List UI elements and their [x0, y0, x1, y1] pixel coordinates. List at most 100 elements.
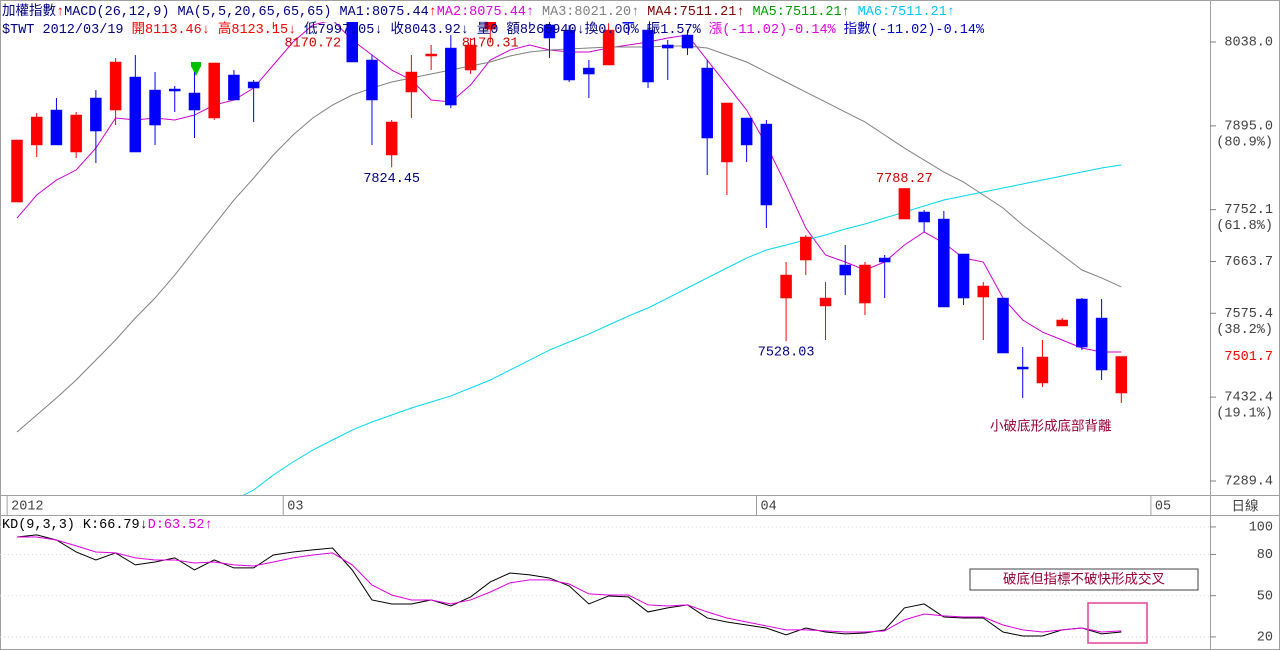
x-tick-label: 03 [287, 500, 303, 515]
candle-body [800, 236, 812, 261]
candle-body [543, 24, 556, 39]
x-tick-label: 05 [1155, 500, 1171, 515]
candle-body [11, 139, 23, 203]
candle-body [109, 61, 122, 111]
header-segment: ↑ [429, 5, 437, 20]
annotation-box [969, 568, 1199, 591]
candle-body [681, 34, 694, 49]
candle-body [1095, 317, 1108, 371]
candle-body [740, 117, 753, 146]
candle-body [188, 92, 201, 111]
candle-body [169, 88, 181, 92]
candle-body [30, 116, 43, 146]
header-segment: 量0 [477, 21, 499, 38]
header-segment: MA5:7511.21↑ [752, 5, 849, 20]
y-tick-label: 7432.4 [1224, 391, 1273, 406]
header-segment: 額8265940↓換0.00% [506, 21, 639, 38]
candle-body [129, 76, 142, 153]
candle-body [563, 29, 575, 81]
candle-body [898, 188, 911, 220]
header-segment: 低7997.05↓ [304, 21, 382, 38]
fib-label: (38.2%) [1216, 323, 1273, 338]
fib-label: (61.8%) [1216, 219, 1273, 234]
candle-body [602, 29, 615, 66]
header-segment: 高8123.15↓ [218, 20, 296, 38]
y-tick-label: 80 [1257, 548, 1273, 563]
header-segment: 漲(-11.02)-0.14% [709, 21, 837, 38]
candle-body [701, 67, 713, 139]
header-segment: 收8043.92↓ [390, 21, 468, 38]
candle-body [464, 44, 477, 71]
header-segment: MACD(26,12,9) MA(5,5,20,65,65,65) MA1:80… [64, 5, 429, 20]
y-tick-label: 7575.4 [1224, 307, 1273, 322]
price-plot [11, 22, 1128, 495]
candle-body [918, 211, 930, 223]
price-annotation: 8170.31 [462, 37, 519, 52]
candle-body [366, 59, 378, 101]
y-tick-label: 100 [1249, 521, 1273, 536]
kd-title: KD(9,3,3) [2, 518, 75, 533]
period-label: 日線 [1232, 499, 1260, 516]
last-price-bg [1216, 348, 1276, 365]
candle-body [405, 71, 418, 93]
candle-body [622, 22, 635, 24]
fib-label: (80.9%) [1216, 135, 1273, 150]
price-annotation: 7788.27 [876, 172, 933, 187]
y-tick-label: 7895.0 [1224, 119, 1273, 134]
header-segment: $TWT 2012/03/19 [2, 23, 124, 38]
candle-body [819, 297, 832, 307]
candle-body [839, 264, 851, 276]
candle-body [662, 44, 674, 49]
header-segment: 振1.57% [647, 21, 702, 38]
annotation: 破底但指標不破快形成交叉 [1003, 571, 1165, 589]
kd-line [16, 534, 1122, 637]
header-segment: ↑ [56, 5, 64, 20]
candle-body [484, 22, 497, 30]
candle-body [938, 218, 950, 308]
candle-body [721, 102, 733, 163]
header-line-1: 加權指數↑MACD(26,12,9) MA(5,5,20,65,65,65) M… [2, 3, 955, 20]
candle-body [760, 123, 773, 206]
candle-body [583, 67, 595, 75]
price-annotation: 7528.03 [758, 346, 815, 361]
candle-body [50, 109, 63, 146]
candle-body [247, 81, 260, 89]
signal-arrow-stem [191, 62, 201, 67]
candle-body [228, 74, 240, 101]
y-tick-label: 7752.1 [1224, 203, 1273, 218]
candle-body [878, 257, 891, 263]
kd-legend: KD(9,3,3) K:66.79↓D:63.52↑ [2, 518, 213, 533]
moving-average [242, 164, 1122, 495]
candle-body [445, 47, 457, 106]
candle-body [90, 97, 102, 132]
candle-body [1036, 356, 1049, 384]
header-line-2: $TWT 2012/03/19 開8113.46↓ 高8123.15↓ 低7997.0… [2, 20, 985, 38]
x-tick-label: 2012 [11, 500, 43, 515]
y-tick-label: 20 [1257, 631, 1273, 646]
price-annotation: 7824.45 [363, 172, 420, 187]
candle-body [1115, 356, 1128, 394]
legend-entry: K:66.79↓ [83, 518, 148, 533]
candle-body [346, 22, 358, 63]
candle-body [70, 114, 82, 153]
candle-body [1016, 366, 1029, 370]
candle-body [208, 62, 220, 119]
kd-line [17, 536, 1122, 633]
candle-body [1056, 319, 1068, 327]
candle-body [997, 297, 1009, 354]
y-tick-label: 8038.0 [1224, 36, 1273, 51]
candle-body [1076, 298, 1088, 348]
overlay: 8170.72 7824.45 8170.31 7528.03 7788.27 8038.… [2, 36, 1276, 646]
header-segment: 加權指數 [2, 3, 56, 20]
header-segment: MA4:7511.21↑ [647, 5, 744, 20]
candle-body [425, 53, 437, 57]
header-segment: 開8113.46↓ [132, 22, 210, 38]
highlight-box [1087, 602, 1148, 644]
header-segment: MA3:8021.20↑ [542, 5, 639, 20]
y-tick-label: 7663.7 [1224, 255, 1273, 270]
candle-body [780, 274, 792, 299]
annotation: 小破底形成底部背離 [990, 419, 1112, 436]
last-price-label: 7501.7 [1224, 350, 1273, 365]
legend-entry: D:63.52↑ [148, 518, 213, 533]
